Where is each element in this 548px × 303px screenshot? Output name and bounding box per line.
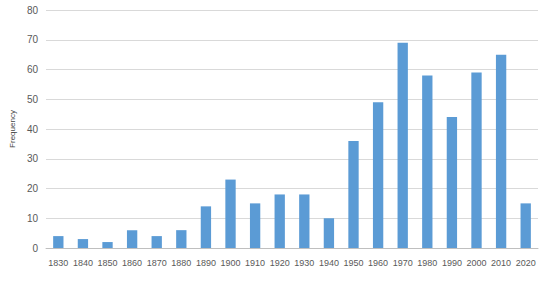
svg-text:2000: 2000: [466, 258, 486, 268]
svg-text:1930: 1930: [294, 258, 314, 268]
svg-text:70: 70: [27, 34, 39, 45]
svg-text:1910: 1910: [245, 258, 265, 268]
svg-text:1960: 1960: [368, 258, 388, 268]
svg-text:50: 50: [27, 94, 39, 105]
svg-text:1840: 1840: [73, 258, 93, 268]
svg-text:1880: 1880: [171, 258, 191, 268]
svg-text:1830: 1830: [48, 258, 68, 268]
svg-text:1860: 1860: [122, 258, 142, 268]
svg-text:2010: 2010: [491, 258, 511, 268]
svg-text:60: 60: [27, 64, 39, 75]
svg-text:1970: 1970: [393, 258, 413, 268]
svg-text:2020: 2020: [516, 258, 536, 268]
svg-text:1900: 1900: [220, 258, 240, 268]
svg-text:1850: 1850: [98, 258, 118, 268]
svg-text:80: 80: [27, 5, 39, 16]
svg-text:Frequency: Frequency: [8, 110, 17, 148]
svg-text:20: 20: [27, 183, 39, 194]
svg-text:0: 0: [32, 243, 38, 254]
svg-text:1940: 1940: [319, 258, 339, 268]
svg-text:1980: 1980: [417, 258, 437, 268]
svg-text:1920: 1920: [270, 258, 290, 268]
svg-text:1870: 1870: [147, 258, 167, 268]
svg-text:10: 10: [27, 213, 39, 224]
svg-text:1950: 1950: [343, 258, 363, 268]
svg-text:30: 30: [27, 153, 39, 164]
svg-text:1890: 1890: [196, 258, 216, 268]
svg-text:40: 40: [27, 124, 39, 135]
svg-text:1990: 1990: [442, 258, 462, 268]
